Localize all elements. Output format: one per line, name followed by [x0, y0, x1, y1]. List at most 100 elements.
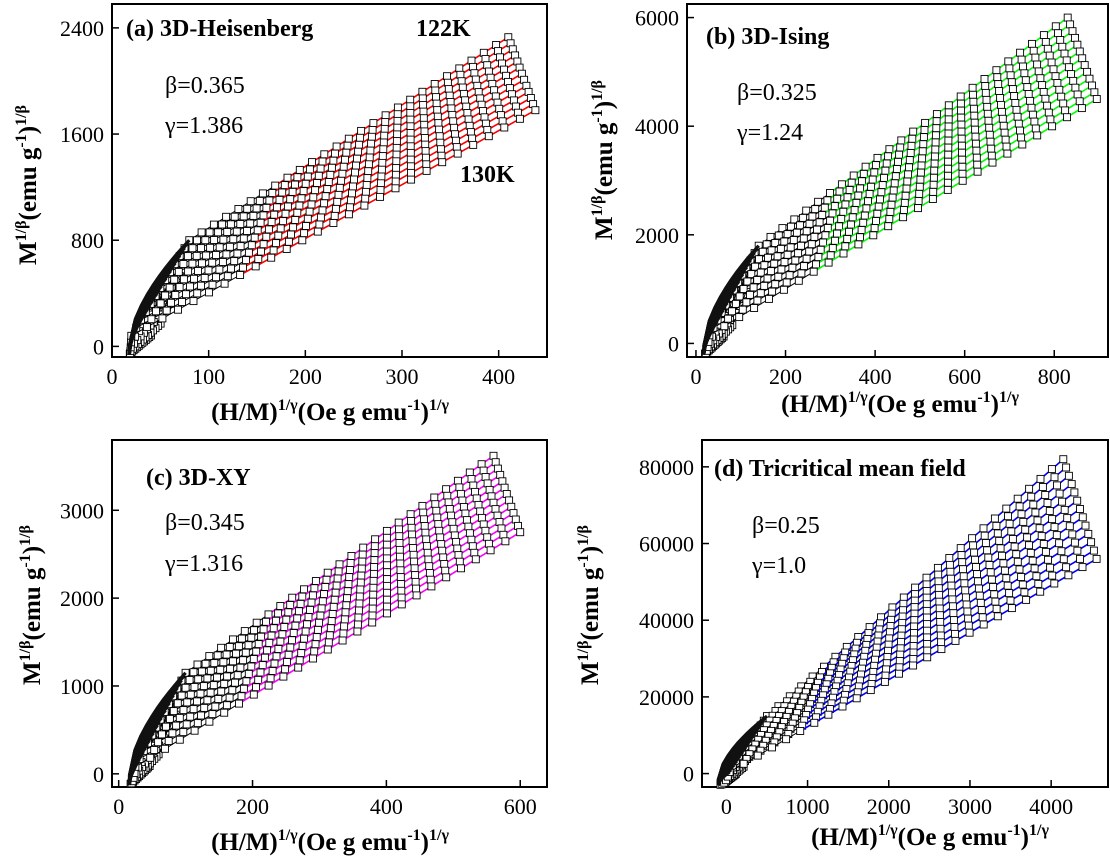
- panel-b-data-point: [914, 204, 922, 213]
- panel-b-data-point: [885, 215, 894, 224]
- panel-d-data-point: [965, 628, 974, 637]
- panel-a-data-point: [406, 115, 415, 124]
- panel-d-data-point: [910, 596, 919, 605]
- panel-d-data-point: [1078, 563, 1087, 572]
- panel-d-data-point: [910, 609, 919, 618]
- panel-a-data-point: [305, 165, 314, 174]
- panel-a-data-point: [449, 117, 458, 126]
- panel-b-data-point: [802, 254, 811, 263]
- panel-b-data-point: [981, 82, 990, 90]
- panel-c-data-point: [201, 659, 210, 668]
- panel-c-data-point: [354, 606, 363, 615]
- panel-d-data-point: [1000, 566, 1009, 575]
- panel-a-data-point: [433, 106, 442, 115]
- panel-a-data-point: [201, 236, 210, 245]
- panel-b-data-point: [929, 180, 938, 189]
- panel-c-data-point: [410, 564, 419, 573]
- panel-c-data-point: [427, 582, 436, 591]
- panel-b-data-point: [837, 215, 846, 223]
- panel-a-data-point: [315, 220, 324, 229]
- panel-d-data-point: [923, 653, 932, 662]
- panel-a-beta: β=0.365: [165, 73, 245, 99]
- panel-b-data-point: [1020, 69, 1029, 78]
- panel-d-data-point: [961, 586, 970, 595]
- panel-d-data-point: [977, 606, 986, 615]
- panel-d-data-point: [998, 551, 1006, 560]
- panel-a-data-point: [332, 142, 341, 151]
- panel-a-data-point: [182, 290, 190, 299]
- panel-b-data-point: [796, 221, 804, 230]
- panel-d-data-point: [936, 624, 945, 633]
- panel-b-data-point: [1059, 99, 1068, 108]
- panel-b-data-point: [780, 237, 789, 246]
- panel-b-data-point: [932, 110, 941, 119]
- panel-a-data-point: [376, 192, 384, 201]
- panel-c-data-point: [359, 543, 368, 552]
- panel-a-data-point: [302, 222, 310, 230]
- panel-c-data-point: [321, 583, 330, 591]
- panel-c-data-point: [168, 729, 177, 738]
- panel-c-data-point: [470, 548, 479, 557]
- panel-c-data-point: [185, 676, 194, 684]
- panel-b-data-point: [896, 143, 905, 152]
- panel-d-data-point: [1068, 530, 1077, 539]
- panel-b-data-point: [794, 249, 803, 258]
- panel-d-xtick-label: 2000: [867, 794, 911, 819]
- panel-b-beta: β=0.325: [737, 80, 817, 106]
- panel-d-data-point: [1021, 525, 1030, 534]
- panel-b-data-point: [854, 240, 863, 249]
- panel-c-data-point: [252, 647, 261, 656]
- panel-c-data-point: [409, 550, 418, 559]
- panel-b-data-point: [814, 197, 823, 206]
- panel-b-data-point: [1029, 46, 1038, 55]
- panel-c-data-point: [491, 505, 500, 514]
- panel-c-data-point: [298, 592, 307, 601]
- panel-b-data-point: [915, 189, 924, 198]
- panel-b-data-point: [957, 106, 965, 115]
- panel-d-data-point: [1029, 500, 1038, 509]
- panel-a-data-point: [452, 143, 461, 152]
- panel-b-data-point: [800, 262, 808, 271]
- panel-a-data-point: [339, 162, 348, 171]
- panel-c-data-point: [317, 604, 326, 613]
- panel-b-data-point: [1092, 95, 1101, 103]
- panel-c-data-point: [343, 587, 352, 596]
- panel-a-data-point: [365, 153, 374, 162]
- panel-b-data-point: [1013, 112, 1022, 121]
- panel-a-data-point: [392, 164, 401, 173]
- panel-c-data-point: [225, 643, 234, 651]
- panel-d-data-point: [935, 611, 944, 620]
- panel-d-data-point: [782, 735, 791, 744]
- panel-c-data-point: [324, 638, 333, 647]
- panel-d-data-point: [1045, 507, 1054, 515]
- panel-c-beta: β=0.345: [165, 510, 245, 536]
- panel-b-data-point: [999, 121, 1008, 130]
- panel-b-data-point: [856, 233, 864, 242]
- panel-b-data-point: [812, 260, 820, 269]
- panel-a-data-point: [212, 251, 220, 259]
- panel-c-data-point: [332, 581, 341, 590]
- panel-a-data-point: [335, 183, 344, 192]
- panel-a-data-point: [265, 196, 274, 205]
- panel-c-data-point: [172, 721, 181, 730]
- panel-c-data-point: [226, 664, 235, 673]
- panel-a-data-point: [356, 133, 365, 142]
- panel-c-data-point: [455, 483, 464, 492]
- panel-a-data-point: [269, 246, 278, 255]
- panel-d-data-point: [1070, 488, 1079, 497]
- panel-b-data-point: [821, 231, 830, 240]
- panel-c-data-point: [222, 701, 231, 710]
- panel-c-xtick-label: 200: [236, 794, 269, 819]
- panel-a-data-point: [451, 130, 459, 139]
- panel-b-data-point: [997, 100, 1005, 109]
- panel-c-data-point: [483, 533, 492, 542]
- panel-b-data-point: [874, 202, 883, 211]
- panel-b-data-point: [904, 170, 913, 179]
- panel-b-data-point: [1073, 40, 1082, 49]
- panel-c-data-point: [267, 631, 276, 640]
- panel-c-xtick-label: 0: [113, 794, 124, 819]
- panel-c-data-point: [296, 599, 305, 608]
- panel-c-data-point: [266, 674, 275, 683]
- panel-c-data-point: [426, 575, 435, 584]
- panel-d-data-point: [963, 607, 972, 616]
